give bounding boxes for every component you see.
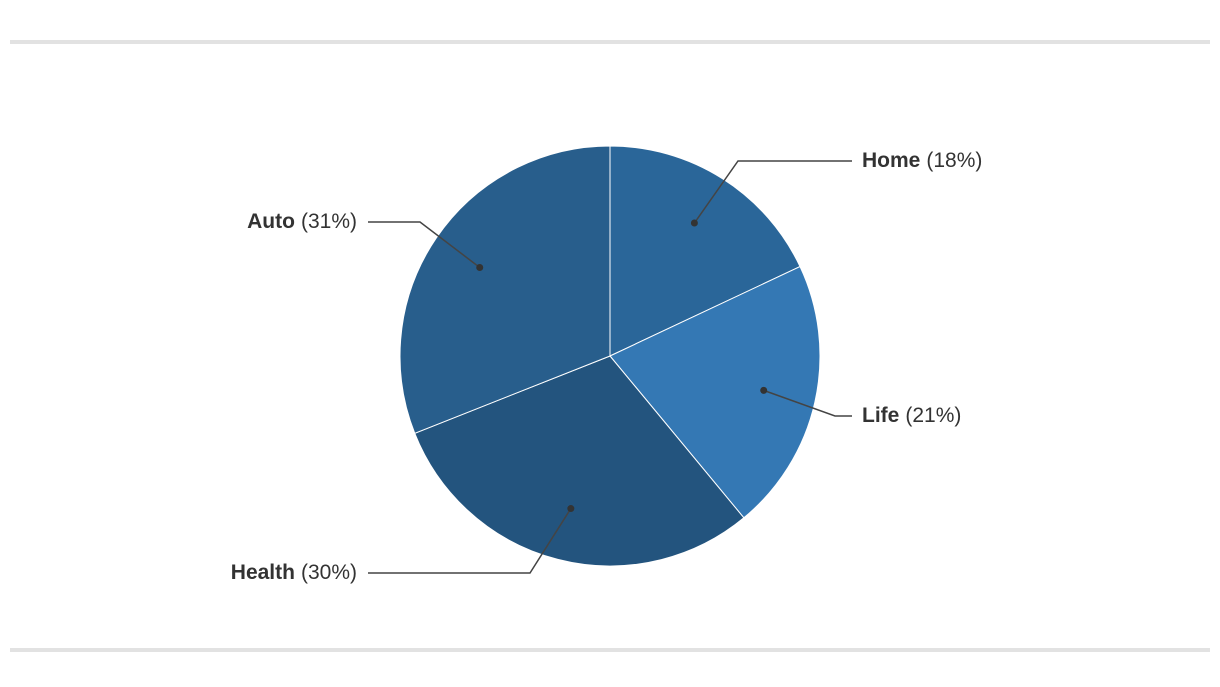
slice-category: Life <box>862 404 899 427</box>
leader-line <box>763 389 852 417</box>
slice-label: Home (18%) <box>862 149 982 172</box>
leader-line <box>368 508 572 574</box>
slice-label: Health (30%) <box>231 561 357 584</box>
pie-slice <box>609 265 821 519</box>
slice-category: Home <box>862 149 920 172</box>
slice-category: Auto <box>247 210 295 233</box>
slice-value-label: (18%) <box>926 149 982 172</box>
slice-label: Life (21%) <box>862 404 961 427</box>
leader-dot <box>476 263 484 271</box>
pie-slice <box>399 145 611 434</box>
slice-label: Auto (31%) <box>247 210 357 233</box>
slice-value-label: (30%) <box>301 561 357 584</box>
bottom-divider <box>10 648 1210 652</box>
pie-slice <box>609 145 801 357</box>
slice-value-label: (31%) <box>301 210 357 233</box>
slice-category: Health <box>231 561 295 584</box>
leader-dot <box>690 219 698 227</box>
leader-line <box>368 221 481 269</box>
leader-dot <box>760 386 768 394</box>
leader-line <box>693 160 852 224</box>
top-divider <box>10 40 1210 44</box>
pie-slice <box>414 355 745 567</box>
slice-value-label: (21%) <box>905 404 961 427</box>
leader-dot <box>567 505 575 513</box>
